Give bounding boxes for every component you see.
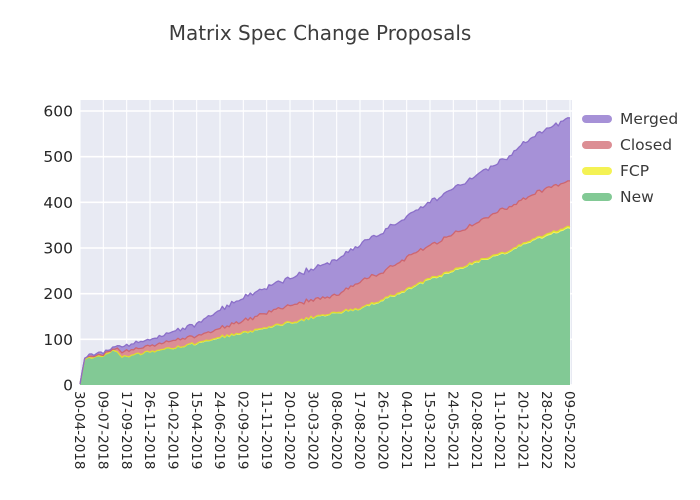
svg-text:09-05-2022: 09-05-2022 bbox=[561, 391, 577, 469]
legend-label-new: New bbox=[620, 188, 654, 206]
legend-swatch-new bbox=[582, 193, 612, 201]
svg-text:20-01-2020: 20-01-2020 bbox=[281, 391, 297, 469]
svg-text:17-09-2018: 17-09-2018 bbox=[118, 391, 134, 469]
svg-text:30-03-2020: 30-03-2020 bbox=[304, 391, 320, 469]
legend-swatch-merged bbox=[582, 115, 612, 123]
svg-text:28-02-2022: 28-02-2022 bbox=[538, 391, 554, 469]
svg-text:02-09-2019: 02-09-2019 bbox=[234, 391, 250, 469]
svg-text:02-08-2021: 02-08-2021 bbox=[468, 391, 484, 469]
svg-text:100: 100 bbox=[43, 331, 73, 349]
svg-text:600: 600 bbox=[43, 103, 73, 121]
legend-item-merged: Merged bbox=[582, 106, 678, 132]
svg-text:24-05-2021: 24-05-2021 bbox=[444, 391, 460, 469]
svg-text:30-04-2018: 30-04-2018 bbox=[71, 391, 87, 469]
svg-text:15-04-2019: 15-04-2019 bbox=[188, 391, 204, 469]
legend-item-closed: Closed bbox=[582, 132, 678, 158]
legend-swatch-fcp bbox=[582, 167, 612, 175]
legend-label-fcp: FCP bbox=[620, 162, 650, 180]
svg-text:26-10-2020: 26-10-2020 bbox=[374, 391, 390, 469]
chart-legend: Merged Closed FCP New bbox=[582, 106, 678, 210]
svg-text:24-06-2019: 24-06-2019 bbox=[211, 391, 227, 469]
legend-item-fcp: FCP bbox=[582, 158, 678, 184]
svg-text:11-11-2019: 11-11-2019 bbox=[258, 391, 274, 469]
svg-text:400: 400 bbox=[43, 194, 73, 212]
svg-text:200: 200 bbox=[43, 285, 73, 303]
svg-text:09-07-2018: 09-07-2018 bbox=[94, 391, 110, 469]
svg-text:04-02-2019: 04-02-2019 bbox=[164, 391, 180, 469]
legend-label-closed: Closed bbox=[620, 136, 673, 154]
svg-text:500: 500 bbox=[43, 148, 73, 166]
svg-text:26-11-2018: 26-11-2018 bbox=[141, 391, 157, 469]
svg-text:20-12-2021: 20-12-2021 bbox=[514, 391, 530, 469]
legend-item-new: New bbox=[582, 184, 678, 210]
legend-label-merged: Merged bbox=[620, 110, 679, 128]
svg-text:11-10-2021: 11-10-2021 bbox=[491, 391, 507, 469]
legend-swatch-closed bbox=[582, 141, 612, 149]
svg-text:15-03-2021: 15-03-2021 bbox=[421, 391, 437, 469]
svg-text:300: 300 bbox=[43, 240, 73, 258]
svg-text:04-01-2021: 04-01-2021 bbox=[398, 391, 414, 469]
svg-text:08-06-2020: 08-06-2020 bbox=[328, 391, 344, 469]
svg-text:17-08-2020: 17-08-2020 bbox=[351, 391, 367, 469]
chart-title: Matrix Spec Change Proposals bbox=[168, 21, 472, 45]
svg-text:0: 0 bbox=[63, 377, 73, 395]
